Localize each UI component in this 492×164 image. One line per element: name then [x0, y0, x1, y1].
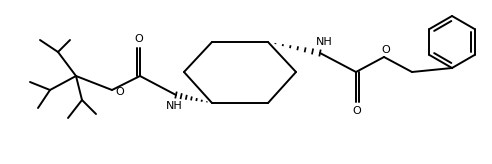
Text: NH: NH [316, 37, 333, 47]
Text: O: O [382, 45, 390, 55]
Text: O: O [135, 34, 143, 44]
Text: O: O [116, 87, 124, 97]
Text: NH: NH [166, 101, 183, 111]
Text: O: O [353, 106, 362, 116]
